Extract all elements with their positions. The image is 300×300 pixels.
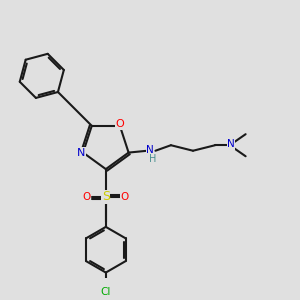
Text: Cl: Cl [100, 287, 111, 297]
Text: O: O [116, 119, 124, 129]
Text: N: N [227, 139, 235, 149]
Text: O: O [121, 192, 129, 202]
Text: S: S [102, 190, 110, 203]
Text: N: N [146, 145, 154, 154]
Text: H: H [149, 154, 156, 164]
Text: O: O [82, 192, 91, 202]
Text: N: N [77, 148, 86, 158]
